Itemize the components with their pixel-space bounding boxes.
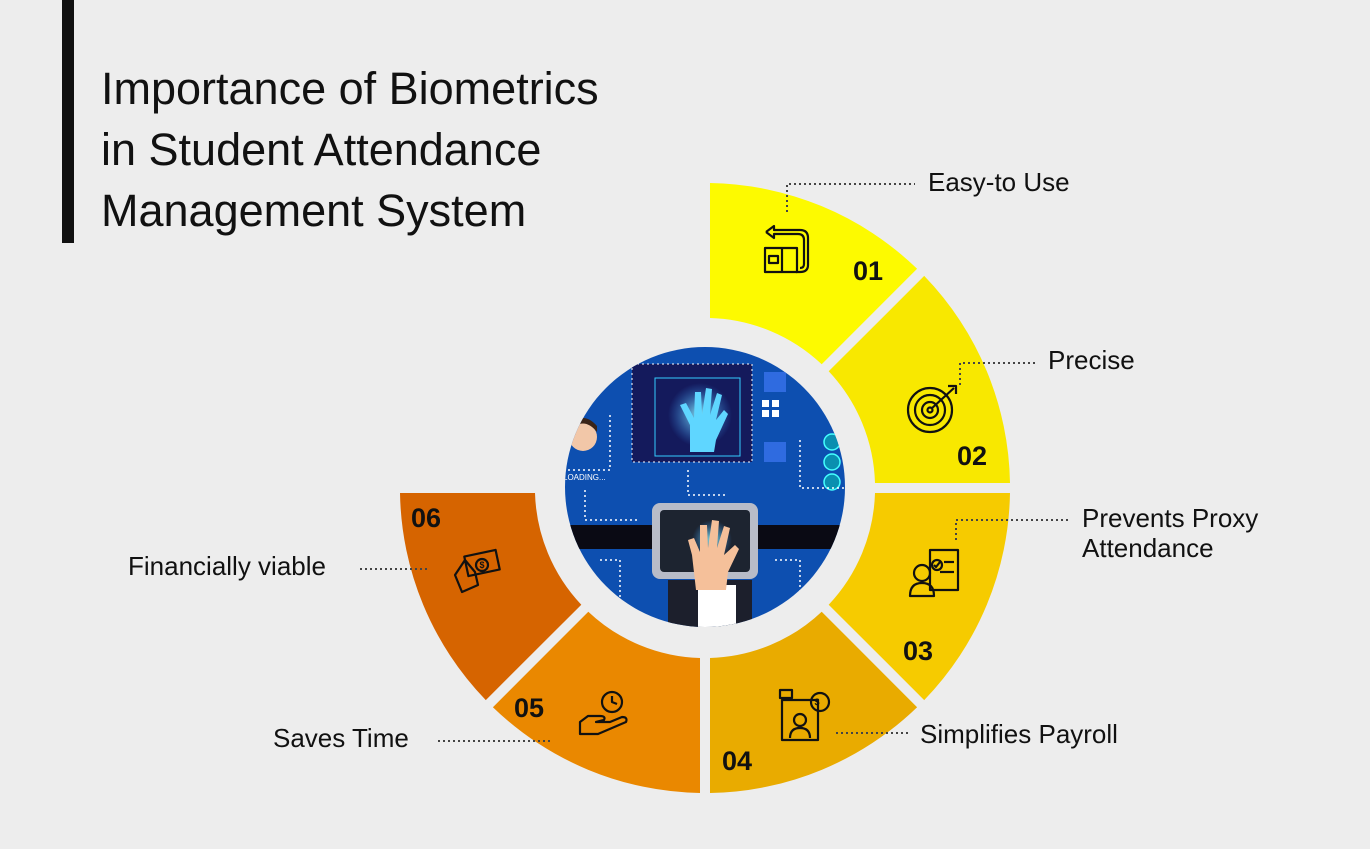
segment-number-01: 01 xyxy=(853,256,883,286)
hand-clock-icon xyxy=(578,690,628,736)
person-checklist-icon xyxy=(908,548,960,598)
segment-01 xyxy=(710,183,918,365)
hand-money-icon xyxy=(453,548,501,594)
label-prevents-proxy: Prevents Proxy Attendance xyxy=(1082,503,1258,563)
label-simplifies-payroll: Simplifies Payroll xyxy=(920,719,1118,749)
segment-06 xyxy=(400,493,582,701)
segment-number-06: 06 xyxy=(411,503,441,533)
title-line-3: Management System xyxy=(101,185,527,236)
label-line: Prevents Proxy xyxy=(1082,503,1259,533)
segment-05 xyxy=(492,611,700,793)
title-accent-bar xyxy=(62,0,74,243)
label-easy-to-use: Easy-to Use xyxy=(928,167,1070,197)
segment-04 xyxy=(710,611,918,793)
segment-number-03: 03 xyxy=(903,636,933,666)
segment-number-05: 05 xyxy=(514,693,544,723)
biometric-hand-scan-illustration: LOADING... xyxy=(563,347,845,627)
svg-text:$: $ xyxy=(814,697,819,707)
page-title: Importance of Biometrics in Student Atte… xyxy=(101,58,599,241)
leader-lines xyxy=(360,183,1070,742)
segment-number-04: 04 xyxy=(722,746,752,776)
title-line-1: Importance of Biometrics xyxy=(101,63,599,114)
title-line-2: in Student Attendance xyxy=(101,124,542,175)
payroll-monitor-icon xyxy=(778,688,831,742)
label-financially-viable: Financially viable xyxy=(128,551,326,581)
segment-number-02: 02 xyxy=(957,441,987,471)
box-return-icon xyxy=(763,224,810,274)
svg-text:$: $ xyxy=(479,560,484,570)
loading-caption: LOADING... xyxy=(563,473,606,482)
target-arrow-icon xyxy=(906,384,958,434)
label-line: Attendance xyxy=(1082,533,1214,563)
segment-02 xyxy=(828,275,1010,483)
label-saves-time: Saves Time xyxy=(273,723,409,753)
label-precise: Precise xyxy=(1048,345,1135,375)
